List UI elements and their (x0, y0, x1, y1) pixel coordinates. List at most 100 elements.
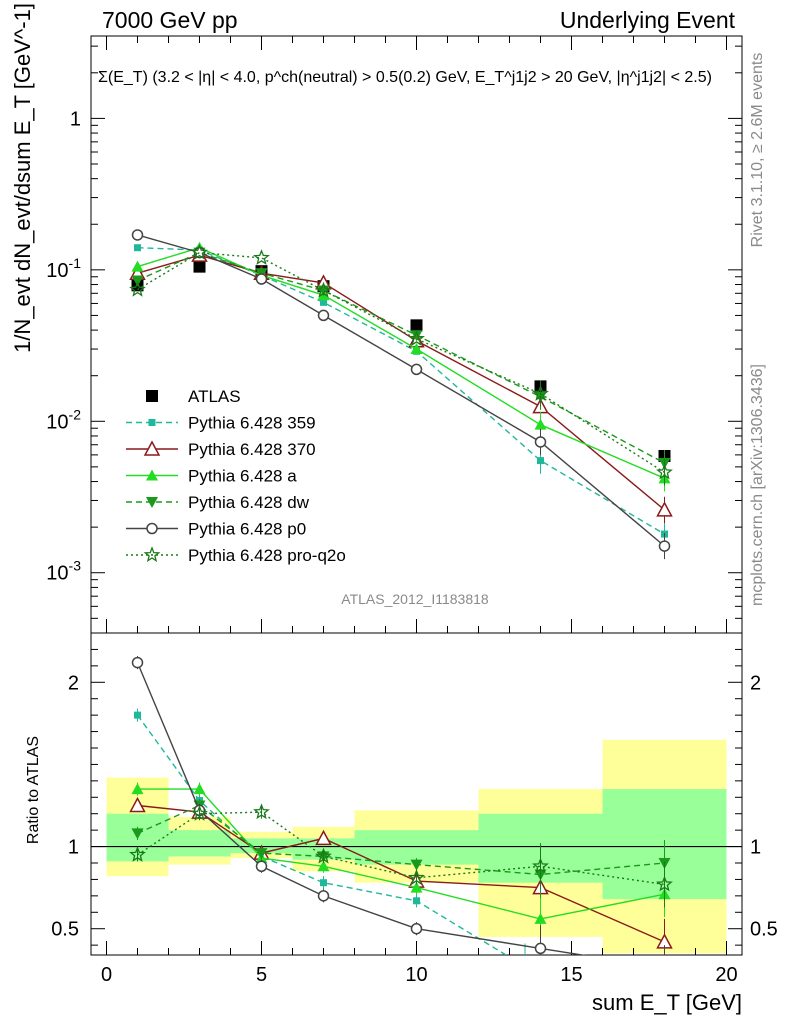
ratio-y-tick-label-right: 0.5 (750, 919, 778, 941)
data-point (658, 540, 671, 552)
ratio-point (532, 857, 549, 874)
ratio-series-group (129, 656, 673, 973)
data-point (320, 298, 327, 306)
main-series-6 (129, 243, 673, 486)
ratio-point (134, 711, 141, 719)
main-series-group (129, 229, 673, 560)
ratio-point (413, 897, 420, 905)
data-point (410, 363, 423, 376)
ratio-point (317, 890, 330, 902)
data-point (656, 501, 673, 517)
legend-marker (143, 546, 161, 563)
ratio-point (410, 859, 423, 871)
ratio-point (131, 783, 144, 795)
ratio-series-5 (129, 803, 673, 908)
y-tick-label: 1 (70, 108, 81, 130)
x-tick-label: 0 (101, 964, 112, 986)
data-point (656, 463, 673, 480)
ratio-point (534, 912, 547, 924)
legend-marker (143, 440, 161, 456)
rivet-label: Rivet 3.1.10, ≥ 2.6M events (749, 53, 766, 248)
ratio-y-axis-label: Ratio to ATLAS (25, 736, 42, 844)
ratio-panel: 0.5 0.51 12 20 5 10 15 20 Ratio to ATLAS sum E_… (25, 632, 778, 1015)
data-point (410, 343, 423, 355)
legend-entry: Pythia 6.428 dw (188, 493, 310, 512)
ratio-point (660, 963, 670, 973)
ratio-point (410, 881, 423, 893)
ratio-point (315, 829, 332, 846)
legend-entry: Pythia 6.428 370 (188, 440, 316, 459)
legend-entry: ATLAS (188, 387, 241, 406)
ratio-line (136, 714, 508, 955)
x-tick-label: 20 (715, 964, 737, 986)
data-point (408, 330, 425, 347)
legend: ATLAS Pythia 6.428 359 Pythia 6.428 370 Pyt… (126, 387, 346, 565)
ratio-point (193, 783, 206, 795)
data-point (315, 281, 332, 298)
ratio-point (255, 860, 268, 873)
legend-entry: Pythia 6.428 359 (188, 414, 316, 433)
header-right: Underlying Event (560, 7, 736, 33)
ratio-point (315, 847, 332, 864)
ratio-point (131, 828, 144, 840)
legend-marker (146, 390, 158, 402)
ratio-point (317, 860, 330, 872)
ratio-y-tick-label: 2 (68, 672, 79, 694)
x-axis-label: sum E_T [GeV] (592, 990, 742, 1015)
ratio-point (410, 922, 423, 935)
legend-marker (146, 522, 158, 535)
legend-marker (146, 469, 158, 481)
ratio-point (131, 656, 144, 669)
data-point (537, 457, 544, 465)
ratio-y-tick-label-right: 2 (750, 672, 761, 694)
plot-title: Σ(E_T) (3.2 < |η| < 4.0, p^ch(neutral) >… (98, 69, 712, 86)
ratio-y-tick-label-right: 1 (750, 837, 761, 859)
legend-marker (146, 497, 158, 508)
ratio-y-tick-label: 0.5 (51, 919, 79, 941)
ratio-point (253, 803, 270, 820)
y-tick-label: 10-2 (46, 406, 81, 433)
data-point (131, 260, 144, 272)
analysis-label: ATLAS_2012_I1183818 (341, 591, 489, 607)
ratio-point (408, 869, 425, 885)
data-point (317, 309, 330, 322)
legend-entry: Pythia 6.428 pro-q2o (188, 546, 346, 565)
x-tick-label: 10 (405, 964, 427, 986)
data-point (193, 260, 206, 273)
y-tick-label: 10-1 (46, 255, 81, 282)
ratio-y-tick-label: 1 (68, 837, 79, 859)
data-point (129, 280, 146, 297)
x-tick-label: 15 (560, 964, 582, 986)
legend-entry: Pythia 6.428 p0 (188, 520, 306, 539)
data-point (534, 436, 547, 448)
legend-entry: Pythia 6.428 a (188, 467, 297, 486)
data-point (134, 244, 141, 252)
ratio-point (255, 848, 268, 860)
main-series-5 (131, 229, 671, 560)
main-axis-ticks: 10-3 10-2 10-1 1 (46, 36, 742, 634)
ratio-point (129, 846, 146, 862)
ratio-point (320, 879, 327, 887)
ratio-point (129, 796, 146, 813)
data-point (253, 249, 270, 265)
y-tick-label: 10-3 (46, 558, 81, 585)
ratio-point (522, 963, 529, 970)
header-left: 7000 GeV pp (102, 7, 238, 33)
data-point (410, 319, 423, 332)
main-y-axis-label: 1/N_evt dN_evt/dsum E_T [GeV^-1] (10, 3, 35, 353)
x-tick-label: 5 (256, 964, 267, 986)
data-point (191, 243, 208, 260)
ratio-axis-ticks: 0.5 0.51 12 20 5 10 15 20 (51, 648, 778, 986)
legend-marker (148, 419, 156, 426)
ratio-point (656, 875, 673, 892)
ratio-point (191, 804, 208, 821)
data-point (410, 330, 423, 342)
data-point (255, 273, 268, 285)
data-point (532, 384, 549, 401)
ratio-bands (91, 739, 742, 954)
main-panel: 10-3 10-2 10-1 1 Σ(E_T) (3.2 < |η| < 4.0, p… (10, 3, 743, 634)
mcplots-label: mcplots.cern.ch [arXiv:1306.3436] (749, 364, 766, 606)
data-point (534, 418, 547, 430)
band-green (168, 830, 231, 857)
